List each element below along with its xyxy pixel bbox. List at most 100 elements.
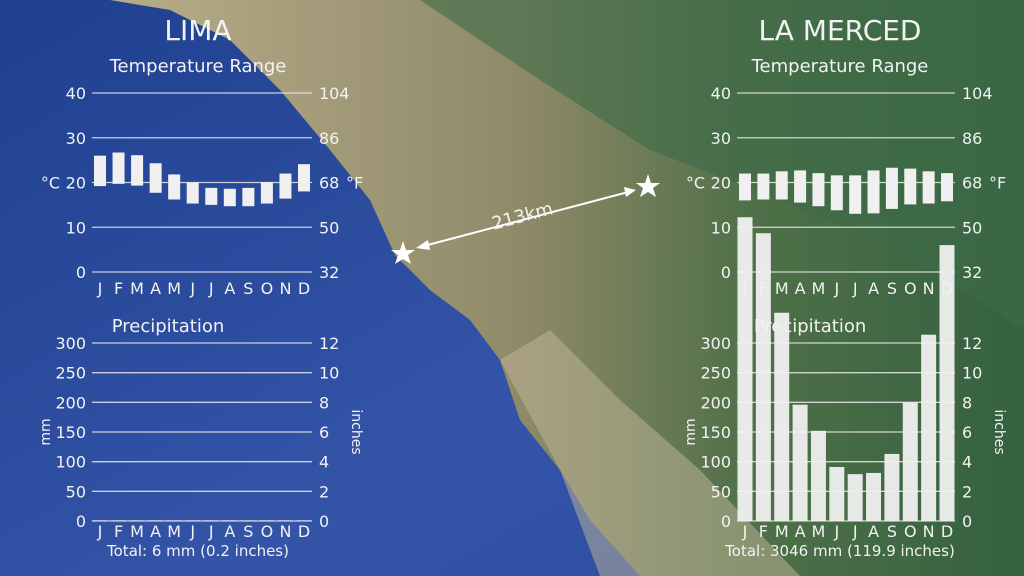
lima-precip-month-label: F: [114, 522, 123, 541]
lima-precip-bar: [111, 520, 127, 521]
lima-precip-right-tick: 4: [319, 453, 329, 472]
la-merced-precip-right-tick: 8: [962, 393, 972, 412]
lima-temp-range-bar: [149, 163, 162, 193]
la-merced-precip-bar: [902, 402, 918, 521]
la-merced-temp-month-label: J: [852, 279, 858, 298]
la-merced-precip-right-tick: 12: [962, 334, 982, 353]
la-merced-precip-month-label: J: [852, 522, 858, 541]
lima-precip-month-label: M: [167, 522, 181, 541]
la-merced-precip-left-tick: 200: [700, 393, 731, 412]
la-merced-temp-left-tick: 20: [711, 174, 731, 193]
lima-temp-left-tick: 30: [66, 129, 86, 148]
lima-celsius-label: °C: [41, 174, 60, 193]
lima-temp-left-tick: 40: [66, 84, 86, 103]
lima-temp-right-tick: 86: [319, 129, 339, 148]
lima-precip-bar: [129, 520, 145, 521]
la-merced-precip-bar: [774, 312, 790, 521]
la-merced-temp-month-label: M: [812, 279, 826, 298]
la-merced-temp-left-tick: 30: [711, 129, 731, 148]
lima-city-title: LIMA: [164, 14, 231, 47]
la-merced-temp-range-bar: [885, 167, 898, 209]
la-merced-precip-month-label: A: [868, 522, 879, 541]
la-merced-precip-month-label: J: [833, 522, 839, 541]
lima-precip-bar: [185, 520, 201, 521]
la-merced-temp-right-tick: 50: [962, 218, 982, 237]
lima-precip-month-label: A: [150, 522, 161, 541]
distance-arrow: [419, 190, 633, 248]
lima-temp-range-bar: [205, 187, 218, 205]
lima-precip-month-label: J: [208, 522, 214, 541]
la-merced-precip-bar: [847, 474, 863, 521]
lima-precip-left-tick: 100: [55, 453, 86, 472]
lima-precip-right-tick: 8: [319, 393, 329, 412]
la-merced-temp-range-bar: [830, 175, 843, 211]
la-merced-temp-month-label: S: [887, 279, 897, 298]
la-merced-precip-bar: [829, 467, 845, 521]
la-merced-precip-left-tick: 150: [700, 423, 731, 442]
lima-precip-bar: [148, 520, 164, 521]
la-merced-fahrenheit-label: °F: [989, 174, 1006, 193]
coast-plain: [500, 330, 800, 576]
lima-temp-left-tick: 0: [76, 263, 86, 282]
la-merced-precip-left-tick: 0: [721, 512, 731, 531]
lima-temp-range-bar: [242, 187, 255, 207]
lima-temp-month-label: N: [279, 279, 291, 298]
lima-star-icon: [391, 241, 415, 264]
la-merced-precip-bar: [921, 334, 937, 521]
lima-precip-right-tick: 0: [319, 512, 329, 531]
lima-temp-range-bar: [168, 174, 181, 200]
lima-temp-range-bar: [186, 182, 199, 204]
la-merced-precip-month-label: A: [795, 522, 806, 541]
lima-precip-month-label: M: [130, 522, 144, 541]
lima-precip-month-label: S: [243, 522, 253, 541]
arrow-head-left: [416, 240, 430, 250]
la-merced-star-icon: [636, 174, 660, 197]
la-merced-precip-left-tick: 50: [711, 482, 731, 501]
lima-inches-label: inches: [348, 409, 364, 454]
lima-temp-range-bar: [298, 164, 310, 192]
la-merced-temp-range-bar: [812, 173, 825, 207]
la-merced-mm-label: mm: [683, 418, 699, 445]
lima-temp-month-label: A: [224, 279, 235, 298]
lima-precip-left-tick: 0: [76, 512, 86, 531]
la-merced-temp-range-bar: [739, 173, 751, 201]
la-merced-temp-month-label: N: [923, 279, 935, 298]
lima-precip-bar: [203, 520, 219, 521]
la-merced-precip-bar: [884, 453, 900, 521]
lima-precip-bar: [166, 520, 182, 521]
la-merced-city-title: LA MERCED: [758, 14, 921, 47]
lima-temp-month-label: S: [243, 279, 253, 298]
lima-precip-left-tick: 150: [55, 423, 86, 442]
lima-precip-total: Total: 6 mm (0.2 inches): [106, 542, 289, 560]
lima-precip-month-label: J: [97, 522, 103, 541]
lima-precip-left-tick: 250: [55, 364, 86, 383]
lima-precip-right-tick: 2: [319, 482, 329, 501]
la-merced-precip-month-label: F: [759, 522, 768, 541]
lima-temp-month-label: D: [298, 279, 310, 298]
lima-temp-range-bar: [112, 152, 125, 184]
la-merced-inches-label: inches: [991, 409, 1007, 454]
lima-temp-right-tick: 68: [319, 174, 339, 193]
la-merced-temp-range-bar: [904, 168, 917, 205]
lima-precip-bar: [259, 520, 275, 521]
lima-temp-month-label: O: [261, 279, 274, 298]
lima-precip-month-label: D: [298, 522, 310, 541]
la-merced-precip-left-tick: 300: [700, 334, 731, 353]
lima-precip-right-tick: 12: [319, 334, 339, 353]
la-merced-temp-left-tick: 40: [711, 84, 731, 103]
la-merced-temp-range-bar: [867, 170, 880, 214]
lima-precip-bar: [92, 520, 108, 521]
forest: [420, 0, 1024, 330]
la-merced-precip-month-label: S: [887, 522, 897, 541]
la-merced-temp-range-bar: [757, 173, 770, 200]
la-merced-temp-month-label: O: [904, 279, 917, 298]
lima-precip-month-label: A: [224, 522, 235, 541]
la-merced-temp-range-bar: [941, 173, 953, 202]
la-merced-precip-right-tick: 10: [962, 364, 982, 383]
la-merced-precip-right-tick: 2: [962, 482, 972, 501]
la-merced-temp-right-tick: 104: [962, 84, 993, 103]
la-merced-temp-right-tick: 68: [962, 174, 982, 193]
lima-precip-month-label: N: [279, 522, 291, 541]
lima-precip-right-tick: 6: [319, 423, 329, 442]
lima-temp-month-label: J: [97, 279, 103, 298]
